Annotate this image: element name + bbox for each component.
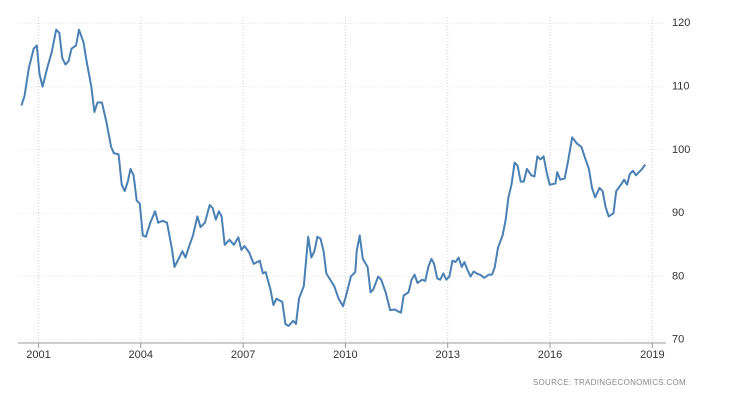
data-line xyxy=(20,28,647,327)
y-tick-label: 70 xyxy=(672,334,684,346)
x-tick-label: 2010 xyxy=(333,349,357,361)
y-tick-label: 100 xyxy=(672,144,690,156)
y-tick-label: 120 xyxy=(672,17,690,29)
source-note: SOURCE: TRADINGECONOMICS.COM xyxy=(533,378,686,387)
x-tick-label: 2013 xyxy=(435,349,459,361)
x-tick-label: 2007 xyxy=(231,349,255,361)
x-tick-label: 2001 xyxy=(26,349,50,361)
x-tick-label: 2004 xyxy=(129,349,153,361)
y-tick-label: 110 xyxy=(672,81,690,93)
x-tick-label: 2019 xyxy=(640,349,664,361)
x-tick-label: 2016 xyxy=(538,349,562,361)
y-tick-label: 80 xyxy=(672,270,684,282)
y-tick-label: 90 xyxy=(672,207,684,219)
